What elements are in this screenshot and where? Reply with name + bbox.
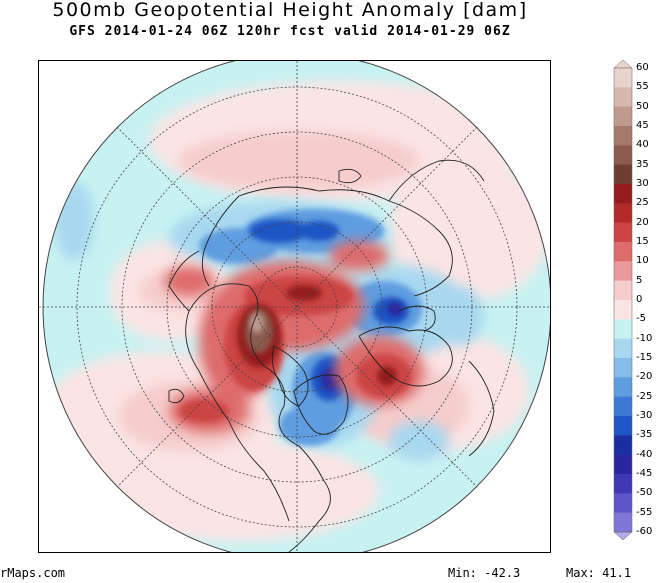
min-label: Min: bbox=[448, 566, 477, 580]
max-readout: Max: 41.1 bbox=[566, 566, 631, 580]
colorbar-segment bbox=[614, 454, 632, 475]
colorbar-segment bbox=[614, 512, 632, 533]
colorbar-tick-label: -5 bbox=[636, 313, 646, 325]
colorbar-segment bbox=[614, 493, 632, 513]
min-value: -42.3 bbox=[484, 566, 521, 580]
colorbar-segment bbox=[614, 300, 632, 320]
colorbar-tick-label: -30 bbox=[636, 410, 653, 421]
colorbar-tick-label: -15 bbox=[636, 352, 653, 363]
colorbar-tick-label: 10 bbox=[636, 255, 649, 267]
colorbar-segment bbox=[614, 203, 632, 223]
colorbar-segment bbox=[614, 474, 632, 494]
max-label: Max: bbox=[566, 566, 595, 580]
polar-map bbox=[38, 60, 551, 553]
colorbar-tick-label: 5 bbox=[636, 274, 643, 286]
colorbar-tick-label: -35 bbox=[636, 429, 653, 441]
colorbar-tick-label: 0 bbox=[636, 294, 643, 305]
colorbar-tick-label: -20 bbox=[636, 371, 653, 383]
colorbar-segment bbox=[614, 126, 632, 146]
colorbar-segment bbox=[614, 358, 632, 378]
colorbar-tick-label: 35 bbox=[636, 158, 649, 170]
colorbar-tick-label: -40 bbox=[636, 448, 653, 460]
colorbar-tick-label: 40 bbox=[636, 139, 649, 151]
colorbar bbox=[613, 60, 633, 540]
colorbar-tick-label: -25 bbox=[636, 390, 653, 402]
colorbar-segment bbox=[614, 261, 632, 281]
anomaly-map-svg bbox=[39, 61, 550, 552]
source-label: rMaps.com bbox=[0, 566, 66, 580]
colorbar-tick-label: -50 bbox=[636, 487, 653, 499]
colorbar-segment bbox=[614, 106, 632, 127]
colorbar-segment bbox=[614, 242, 632, 262]
colorbar-segment bbox=[614, 164, 632, 185]
colorbar-tick-label: -45 bbox=[636, 468, 653, 479]
colorbar-tick-label: 30 bbox=[636, 178, 649, 189]
colorbar-tick-label: -55 bbox=[636, 506, 653, 518]
anomaly-field bbox=[43, 61, 550, 552]
colorbar-bottom-arrow bbox=[613, 531, 633, 540]
colorbar-tick-label: 15 bbox=[636, 236, 649, 247]
colorbar-tick-label: 50 bbox=[636, 100, 649, 112]
meridians bbox=[39, 61, 550, 552]
colorbar-segment bbox=[614, 416, 632, 436]
colorbar-segment bbox=[614, 145, 632, 165]
colorbar-top-arrow bbox=[613, 60, 633, 69]
colorbar-segment bbox=[614, 338, 632, 359]
forecast-subtitle: GFS 2014-01-24 06Z 120hr fcst valid 2014… bbox=[69, 24, 511, 39]
colorbar-segment bbox=[614, 319, 632, 339]
colorbar-tick-label: 20 bbox=[636, 216, 649, 228]
colorbar-tick-label: 55 bbox=[636, 81, 649, 93]
colorbar-tick-label: 45 bbox=[636, 120, 649, 131]
colorbar-segment bbox=[614, 222, 632, 243]
colorbar-tick-label: -10 bbox=[636, 332, 653, 344]
colorbar-segment bbox=[614, 435, 632, 455]
colorbar-segment bbox=[614, 87, 632, 107]
page-title: 500mb Geopotential Height Anomaly [dam] bbox=[52, 0, 528, 21]
colorbar-segment bbox=[614, 280, 632, 301]
colorbar-segment bbox=[614, 68, 632, 88]
colorbar-segment bbox=[614, 377, 632, 397]
colorbar-segment bbox=[614, 184, 632, 204]
colorbar-frame bbox=[613, 67, 633, 533]
min-readout: Min: -42.3 bbox=[448, 566, 520, 580]
colorbar-tick-label: 25 bbox=[636, 197, 649, 209]
max-value: 41.1 bbox=[602, 566, 632, 580]
neg-40-regions bbox=[321, 302, 403, 391]
colorbar-tick-label: -60 bbox=[636, 526, 653, 537]
colorbar-segment bbox=[614, 396, 632, 417]
coastlines bbox=[168, 159, 495, 552]
colorbar-tick-label: 60 bbox=[636, 62, 649, 73]
pos-50-regions bbox=[250, 313, 264, 333]
